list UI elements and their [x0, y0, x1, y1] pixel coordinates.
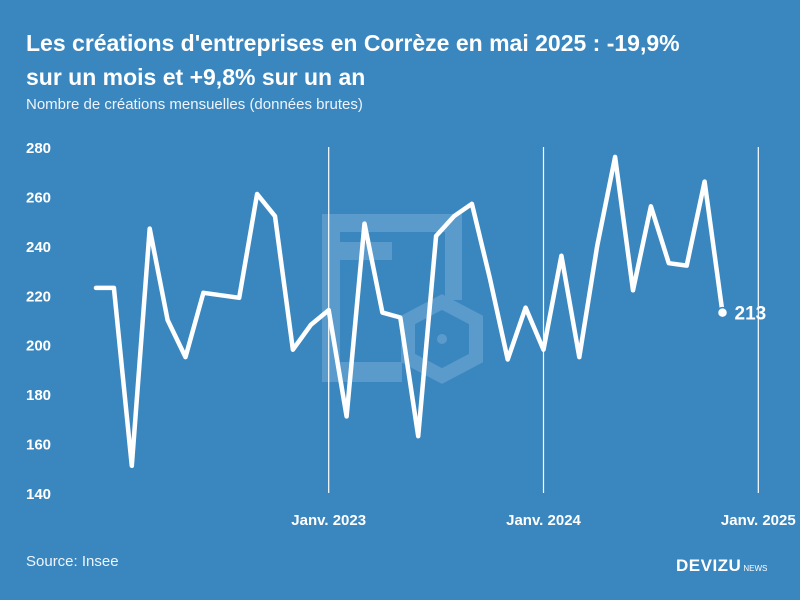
- brand-name: DEVIZU: [676, 556, 742, 575]
- watermark-dot: [437, 334, 447, 344]
- x-axis-ticks: Janv. 2023 Janv. 2024 Janv. 2025: [291, 512, 795, 529]
- brand-logo: DEVIZU NEWS: [676, 556, 767, 576]
- y-tick-label: 240: [26, 239, 51, 256]
- y-axis-ticks: 140 160 180 200 220 240 260 280: [26, 140, 51, 503]
- title-line-1: Les créations d'entreprises en Corrèze e…: [26, 30, 680, 56]
- last-point-marker: [716, 306, 729, 319]
- x-tick-label: Janv. 2024: [506, 512, 581, 529]
- watermark-shape-3: [445, 214, 462, 300]
- chart-title: Les créations d'entreprises en Corrèze e…: [26, 26, 786, 94]
- y-tick-label: 220: [26, 288, 51, 305]
- watermark-hexagon: [401, 294, 483, 384]
- y-tick-label: 260: [26, 189, 51, 206]
- y-tick-label: 200: [26, 338, 51, 355]
- x-tick-label: Janv. 2025: [721, 512, 796, 529]
- chart-subtitle: Nombre de créations mensuelles (données …: [26, 96, 363, 113]
- y-tick-label: 180: [26, 387, 51, 404]
- x-tick-label: Janv. 2023: [291, 512, 366, 529]
- last-value-label: 213: [735, 304, 767, 325]
- x-gridlines: [328, 147, 759, 493]
- brand-suffix: NEWS: [743, 564, 768, 573]
- source-note: Source: Insee: [26, 553, 119, 570]
- watermark-shape-2: [338, 242, 392, 260]
- series-line: [93, 154, 725, 469]
- y-tick-label: 160: [26, 437, 51, 454]
- title-line-2: sur un mois et +9,8% sur un an: [26, 64, 366, 90]
- y-tick-label: 280: [26, 140, 51, 157]
- watermark-logo-icon: [322, 214, 483, 384]
- y-tick-label: 140: [26, 486, 51, 503]
